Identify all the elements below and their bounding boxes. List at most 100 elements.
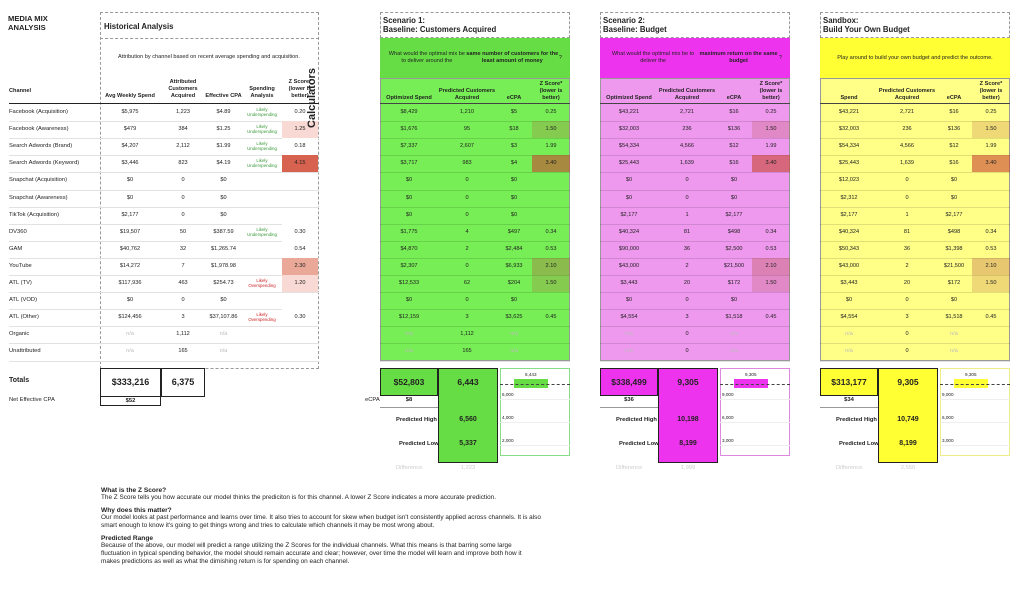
historical-cust: 384 (178, 126, 188, 133)
historical-col-header: Z Score* (lower is better) (288, 79, 312, 99)
spend-input[interactable]: $4,554 (840, 314, 858, 321)
historical-cust: 463 (178, 280, 188, 286)
predicted-customers: 2,607 (460, 143, 474, 150)
spend-input[interactable]: $0 (845, 297, 853, 304)
spend-input: $1,775 (400, 228, 418, 235)
predicted-customers: 62 (463, 280, 471, 286)
spend-input: $4,554 (620, 314, 638, 321)
difference-label: Difference (616, 465, 643, 471)
historical-spend: $40,762 (119, 245, 141, 252)
scenario-question: Play around to build your own budget and… (820, 38, 1010, 78)
spend-input: $7,337 (400, 143, 418, 150)
spend-input: $8,429 (400, 109, 418, 115)
channel-name: GAM (9, 245, 23, 252)
channel-name: YouTube (9, 262, 32, 269)
predicted-customers: 81 (683, 228, 691, 235)
historical-cpa: $0 (220, 177, 227, 184)
spend-input[interactable]: $12,023 (838, 177, 860, 184)
predicted-customers: 0 (905, 348, 909, 355)
scenario-col-header: eCPA (726, 95, 742, 101)
range-mini-chart (720, 368, 790, 456)
ecpa: $0 (510, 297, 518, 304)
spend-input: $12,159 (398, 314, 420, 321)
channel-name: ATL (TV) (9, 280, 32, 286)
spend-input[interactable]: $43,000 (838, 262, 860, 269)
mini-chart-tick: 4,000 (502, 415, 514, 420)
app-title: MEDIA MIX ANALYSIS (8, 14, 48, 32)
predicted-low-label: Predicted Low (619, 441, 659, 447)
scenario-total-spend: $313,177 (831, 377, 867, 387)
difference-value: 2,550 (900, 465, 916, 471)
mini-chart-tick: 6,000 (942, 415, 954, 420)
channel-name: Facebook (Acquisition) (9, 109, 68, 115)
ecpa: $0 (510, 177, 518, 184)
spend-input[interactable]: $32,003 (838, 126, 860, 133)
ecpa: $2,500 (725, 245, 743, 252)
predicted-customers: 20 (683, 280, 691, 286)
scenario-z-score: 1.50 (752, 275, 790, 293)
scenario-total-spend: $338,499 (611, 377, 647, 387)
historical-cpa: $1.99 (216, 143, 231, 150)
historical-cust: 3 (181, 314, 185, 321)
spend-input[interactable]: $3,443 (840, 280, 858, 286)
predicted-customers: 236 (902, 126, 912, 133)
scenario-col-header: Z Score* (lower is better) (539, 81, 563, 101)
ecpa: $1,518 (945, 314, 963, 321)
predicted-customers: 0 (465, 297, 469, 304)
scenario-z-score: 0.34 (765, 228, 777, 235)
difference-label: Difference (396, 465, 423, 471)
scenario-prediction-column (438, 368, 498, 463)
historical-cust: 50 (179, 228, 187, 235)
spend-input[interactable]: $54,334 (838, 143, 860, 150)
spend-input[interactable]: $40,324 (838, 228, 860, 235)
scenario-header-box (380, 12, 570, 38)
mini-chart-tick: 6,000 (722, 415, 734, 420)
scenario-prediction-column (878, 368, 938, 463)
scenario-ecpa: $34 (844, 397, 854, 403)
spend-input: $90,000 (618, 245, 640, 252)
ecpa: $2,484 (505, 245, 523, 252)
note-body: Our model looks at past performance and … (101, 514, 541, 529)
difference-label: Difference (836, 465, 863, 471)
predicted-customers: 3 (905, 314, 909, 321)
scenario-prediction-column (658, 368, 718, 463)
spend-input: $2,307 (400, 262, 418, 269)
ecpa: $136 (947, 126, 961, 133)
predicted-low: 8,199 (679, 440, 697, 447)
scenario-total-customers: 6,443 (457, 377, 479, 387)
scenario-total-customers: 9,305 (677, 377, 699, 387)
z-score: 0.20 (282, 104, 318, 122)
spend-input[interactable]: $43,221 (838, 109, 860, 115)
historical-col-header: Avg Weekly Spend (105, 93, 155, 99)
spend-input[interactable]: $2,177 (840, 211, 858, 218)
spend-input[interactable]: $2,312 (840, 194, 858, 201)
channel-name: Organic (9, 331, 30, 338)
scenario-z-score: 1.99 (985, 143, 997, 150)
predicted-customers: 2 (905, 262, 909, 269)
scenario-z-score: 0.25 (545, 109, 557, 115)
mini-chart-line (720, 384, 790, 385)
historical-spend: $3,446 (121, 160, 139, 167)
historical-spend: n/a (126, 348, 134, 355)
spend-input[interactable]: $25,443 (838, 160, 860, 167)
historical-col-header: Spending Analysis (249, 86, 275, 99)
historical-spend: $0 (126, 194, 134, 201)
scenario-question: What would the optimal mix be to deliver… (380, 38, 570, 78)
spend-input: $0 (625, 194, 633, 201)
scenario-z-score: 0.53 (765, 245, 777, 252)
historical-spend: $19,507 (119, 228, 141, 235)
spend-input[interactable]: $50,343 (838, 245, 860, 252)
historical-cpa: $37,107.86 (209, 314, 238, 321)
scenario-total-spend-box (600, 368, 658, 396)
channel-name: TikTok (Acquisition) (9, 211, 60, 218)
historical-col-header: Effective CPA (205, 93, 242, 99)
historical-cust: 0 (181, 194, 185, 201)
scenario-z-score: 0.53 (985, 245, 997, 252)
predicted-customers: 165 (462, 348, 472, 355)
predicted-customers: 3 (465, 314, 469, 321)
spend-input: $4,870 (400, 245, 418, 252)
spend-input: n/a (625, 348, 633, 355)
scenario-heading: Scenario 1: Baseline: Customers Acquired (383, 16, 497, 34)
predicted-customers: 4,566 (680, 143, 694, 150)
historical-cpa: $1,265.74 (211, 245, 236, 252)
